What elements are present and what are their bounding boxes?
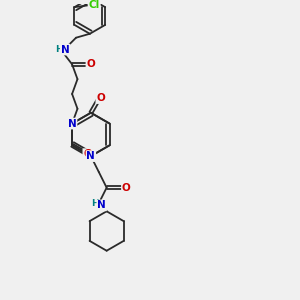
- Text: Cl: Cl: [88, 0, 100, 10]
- Text: O: O: [86, 59, 95, 69]
- Text: H: H: [56, 45, 63, 54]
- Text: O: O: [122, 183, 131, 193]
- Text: H: H: [91, 199, 99, 208]
- Text: N: N: [61, 44, 70, 55]
- Text: N: N: [97, 200, 106, 210]
- Text: N: N: [86, 151, 95, 161]
- Text: N: N: [68, 118, 76, 129]
- Text: O: O: [96, 93, 105, 103]
- Text: O: O: [83, 149, 92, 159]
